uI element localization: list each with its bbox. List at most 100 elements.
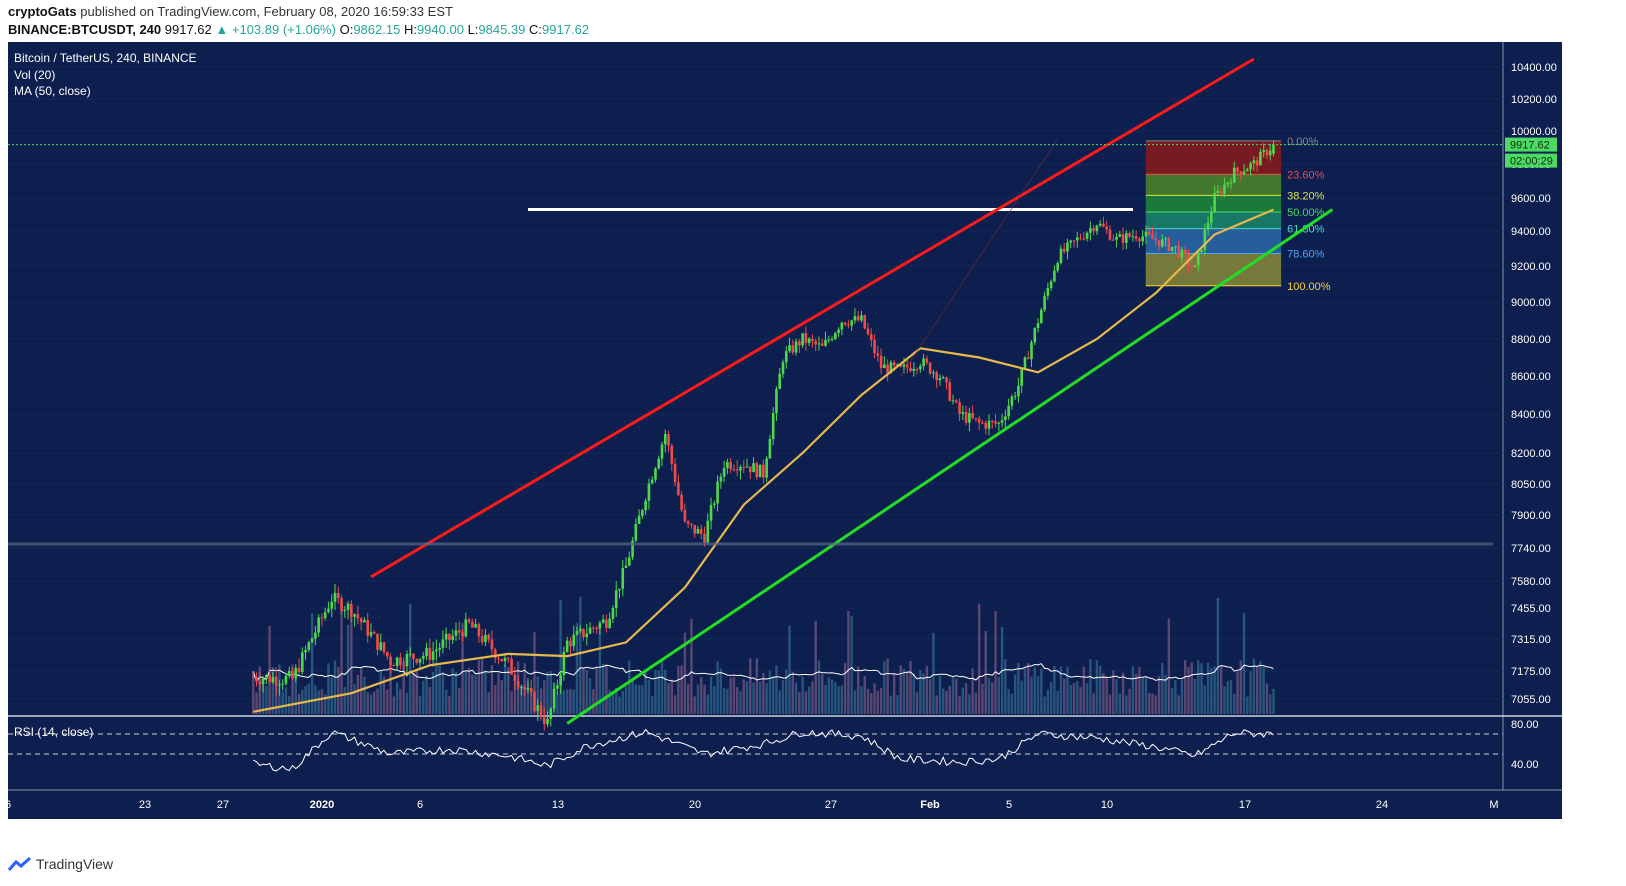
volume-bar [353, 683, 356, 714]
volume-bar [1105, 675, 1108, 714]
volume-bar [798, 691, 801, 714]
candle-body [1079, 237, 1082, 239]
volume-bar [1226, 680, 1229, 714]
candle-body [739, 466, 742, 471]
candle-body [726, 462, 729, 469]
volume-bar [1216, 597, 1220, 714]
candle-body [1128, 233, 1131, 237]
candle-body [686, 521, 690, 524]
fib-level-label: 100.00% [1287, 281, 1331, 293]
candle-body [327, 608, 330, 613]
volume-bar [428, 686, 432, 714]
candle-body [762, 464, 765, 478]
price-tick-label: 7740.00 [1511, 543, 1551, 555]
volume-bar [409, 603, 412, 714]
ma50-line [253, 208, 1274, 713]
candle-body [340, 598, 343, 611]
candle-body [932, 372, 935, 374]
price-tick-label: 9200.00 [1511, 261, 1551, 273]
volume-bar [477, 660, 481, 714]
volume-bar [1144, 677, 1148, 714]
candle-body [255, 676, 258, 682]
volume-bar [955, 678, 958, 714]
volume-bar [677, 666, 680, 714]
candle-body [294, 667, 298, 679]
candle-body [1252, 160, 1256, 164]
volume-bar [896, 695, 899, 714]
author-name[interactable]: cryptoGats [8, 4, 77, 19]
volume-bar [1154, 695, 1157, 714]
volume-bar [389, 660, 392, 714]
candle-body [1239, 171, 1243, 175]
candle-body [614, 590, 618, 609]
candle-body [304, 649, 307, 653]
volume-bar [928, 679, 932, 714]
candle-body [886, 364, 889, 374]
volume-bar [700, 676, 703, 714]
candle-body [768, 439, 772, 459]
candle-body [484, 634, 487, 643]
candle-body [376, 633, 379, 650]
volume-bar [451, 668, 454, 714]
candle-body [493, 649, 497, 659]
volume-bar [320, 689, 324, 714]
candle-body [654, 468, 657, 480]
volume-bar [647, 679, 651, 714]
candle-body [592, 627, 595, 629]
rsi-tick-label: 40.00 [1511, 759, 1539, 771]
time-tick-label: 17 [1239, 799, 1251, 811]
volume-bar [883, 660, 886, 714]
candle-body [660, 444, 664, 459]
candle-body [278, 684, 281, 686]
candle-body [402, 665, 405, 667]
volume-bar [1112, 670, 1115, 714]
candle-body [582, 628, 585, 638]
fib-zone [1145, 174, 1282, 196]
candle-body [1131, 236, 1135, 238]
volume-bar [997, 676, 1001, 714]
volume-bar [1046, 689, 1050, 714]
volume-bar [624, 686, 628, 714]
volume-bar [644, 670, 647, 714]
candle-body [834, 333, 837, 339]
volume-bar [984, 630, 987, 714]
volume-bar [726, 689, 729, 714]
candle-body [1007, 405, 1010, 417]
volume-bar [1082, 666, 1086, 714]
volume-bar [775, 665, 778, 714]
candle-body [840, 322, 844, 330]
volume-bar [925, 665, 929, 714]
volume-bar [418, 695, 422, 714]
tradingview-footer[interactable]: TradingView [8, 856, 113, 872]
candle-body [487, 634, 490, 640]
volume-bar [1059, 666, 1063, 714]
trend-drawings[interactable] [8, 57, 1503, 725]
candle-body [974, 418, 978, 420]
volume-bar [680, 665, 683, 714]
candle-body [804, 333, 808, 343]
volume-bar [464, 671, 467, 714]
volume-bar [1023, 668, 1027, 714]
volume-bar [749, 658, 752, 714]
volume-bar [755, 658, 759, 714]
volume-bar [405, 692, 409, 714]
candle-body [507, 657, 510, 659]
candle-body [987, 420, 991, 429]
volume-bar [870, 693, 873, 714]
volume-bar [392, 696, 396, 714]
candle-body [1174, 246, 1177, 248]
candle-body [389, 656, 392, 666]
fibonacci-retracement[interactable]: 0.00% 23.60% 38.20% 50.00% 61.80% 78.60% 100.0… [1145, 136, 1331, 293]
volume-bar [1200, 663, 1203, 714]
candle-body [1108, 229, 1112, 240]
candle-body [1210, 212, 1213, 223]
volume-bar [1108, 694, 1112, 714]
candle-body [1219, 190, 1223, 194]
volume-bar [758, 681, 762, 714]
volume-bar [572, 689, 575, 714]
candle-body [287, 671, 291, 676]
volume-bar [637, 684, 641, 714]
volume-bar [549, 671, 553, 714]
volume-bar [340, 601, 343, 714]
